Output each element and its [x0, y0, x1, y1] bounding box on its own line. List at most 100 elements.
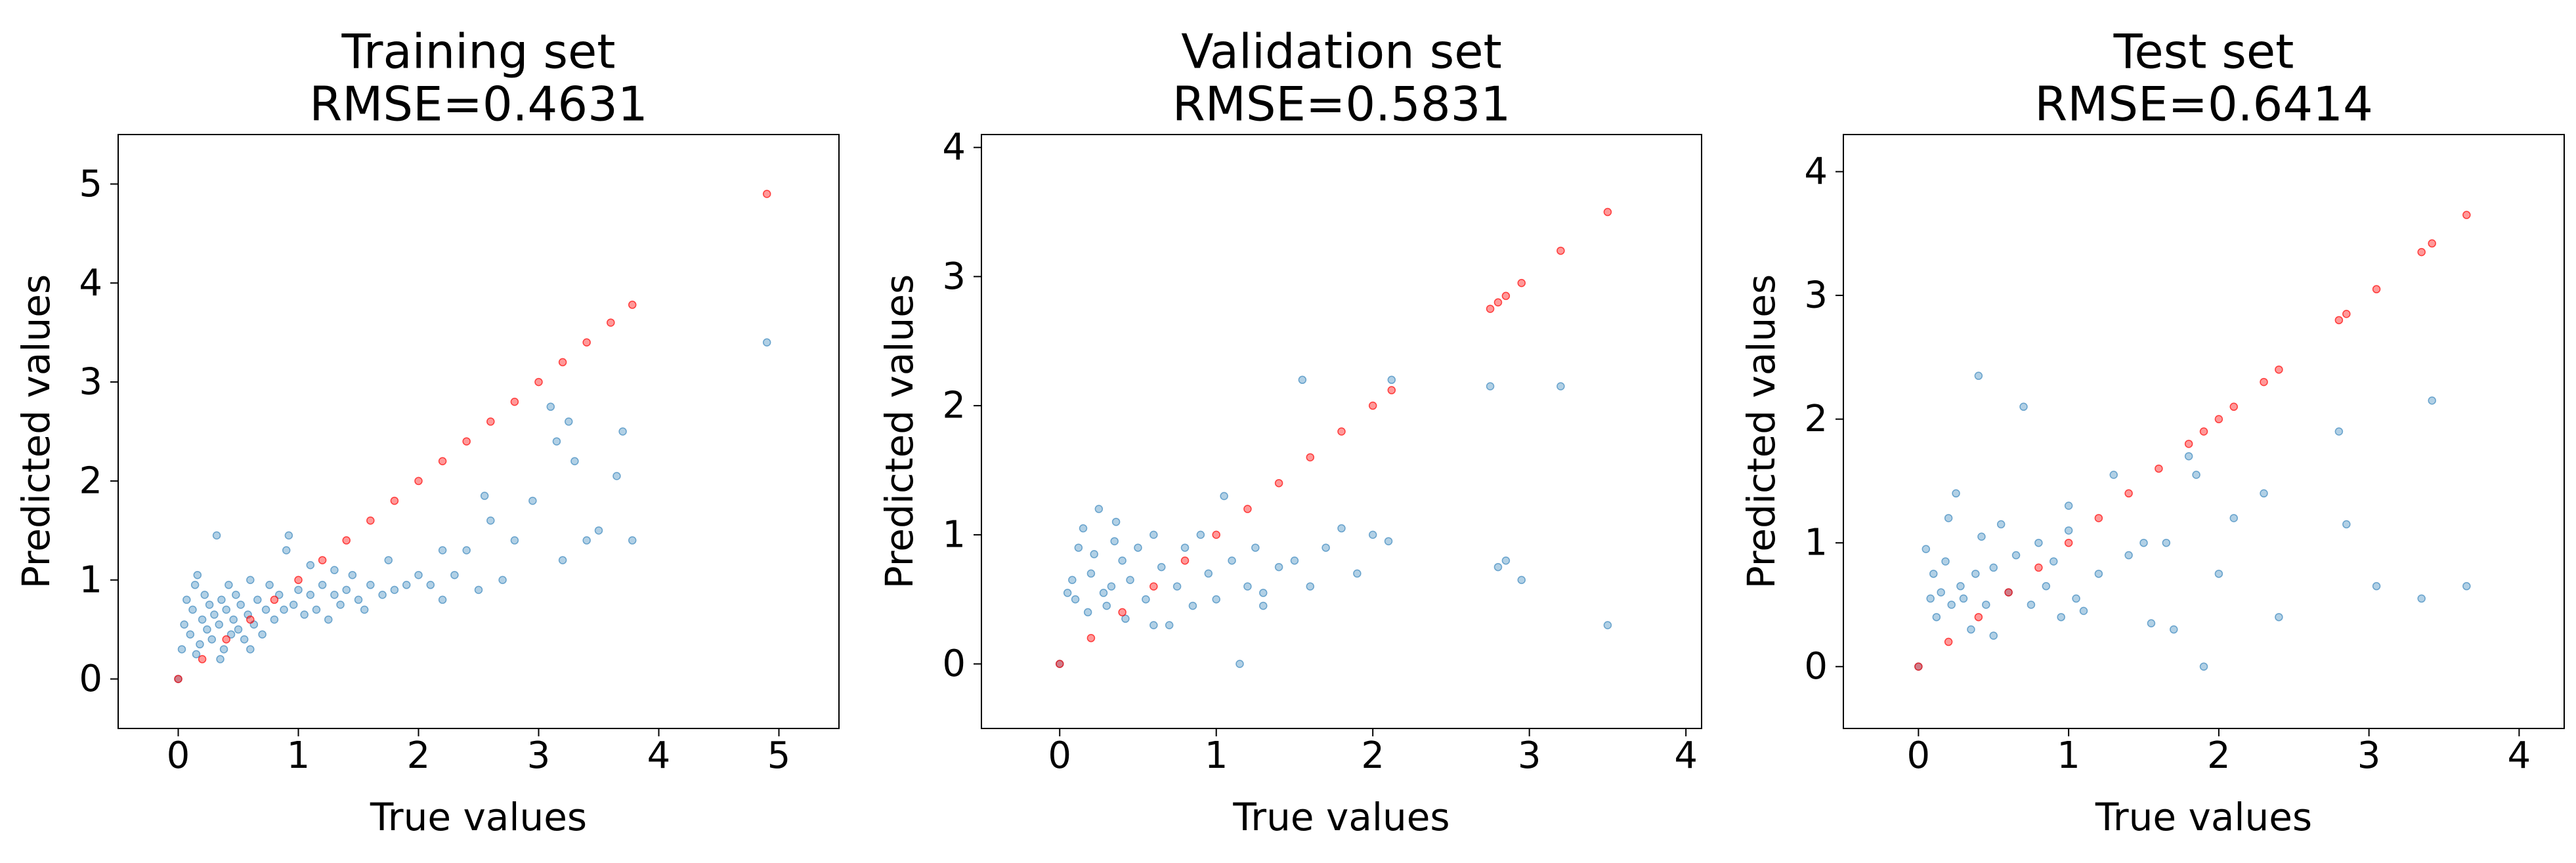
chart-title: Training set — [341, 24, 615, 79]
predicted-point — [2057, 613, 2065, 621]
predicted-point — [1134, 543, 1142, 552]
x-tick-label: 3 — [2357, 734, 2381, 777]
identity-point — [270, 595, 279, 604]
predicted-point — [318, 581, 327, 589]
x-tick-label: 2 — [1361, 734, 1385, 777]
predicted-point — [294, 585, 303, 595]
predicted-point — [2342, 520, 2351, 529]
predicted-point — [1967, 625, 1975, 634]
predicted-point — [196, 640, 204, 649]
identity-point — [174, 675, 182, 683]
y-tick-label: 1 — [942, 513, 966, 556]
predicted-point — [2011, 551, 2021, 560]
y-tick-label: 1 — [1804, 522, 1828, 564]
identity-point — [486, 417, 495, 426]
predicted-point — [274, 591, 284, 599]
predicted-point — [1977, 532, 1986, 541]
predicted-point — [474, 585, 483, 595]
identity-point — [2372, 285, 2381, 293]
predicted-point — [300, 610, 309, 619]
predicted-point — [1259, 601, 1268, 610]
identity-point — [2275, 365, 2283, 374]
predicted-point — [2428, 396, 2436, 405]
predicted-point — [215, 620, 223, 629]
predicted-point — [1556, 382, 1565, 390]
predicted-point — [2019, 402, 2028, 411]
identity-point — [1974, 613, 1983, 621]
predicted-point — [2170, 625, 2178, 634]
predicted-point — [510, 536, 519, 545]
identity-point — [222, 635, 230, 644]
y-tick-label: 4 — [1804, 150, 1828, 193]
predicted-point — [480, 492, 489, 500]
identity-point — [1243, 505, 1252, 513]
identity-point — [2004, 588, 2013, 597]
predicted-point — [360, 605, 369, 614]
predicted-point — [438, 595, 447, 604]
plot-frame — [1843, 134, 2565, 729]
identity-point — [582, 338, 591, 347]
predicted-point — [190, 581, 200, 589]
identity-point — [294, 576, 303, 584]
chart-subtitle: RMSE=0.5831 — [1172, 77, 1511, 132]
identity-point — [2155, 464, 2163, 473]
predicted-point — [1110, 537, 1119, 545]
x-tick-label: 2 — [2207, 734, 2231, 777]
identity-point — [2342, 310, 2351, 318]
predicted-point — [330, 566, 339, 574]
identity-point — [1387, 386, 1396, 394]
identity-point — [1337, 427, 1346, 436]
predicted-point — [1235, 660, 1244, 668]
predicted-point — [312, 605, 321, 614]
identity-point — [318, 556, 327, 564]
predicted-point — [1180, 543, 1190, 552]
identity-point — [1486, 305, 1495, 313]
predicted-point — [762, 338, 771, 347]
predicted-point — [246, 576, 255, 584]
predicted-point — [1384, 537, 1393, 545]
predicted-point — [198, 615, 207, 624]
identity-point — [1274, 478, 1283, 488]
x-tick-label: 4 — [647, 734, 671, 777]
predicted-point — [1517, 576, 1526, 584]
predicted-point — [336, 600, 345, 609]
predicted-point — [1188, 601, 1197, 610]
predicted-point — [1952, 489, 1960, 498]
predicted-point — [1068, 576, 1077, 584]
plot-frame — [118, 134, 840, 729]
predicted-point — [1971, 570, 1980, 578]
predicted-point — [330, 591, 339, 599]
identity-point — [1493, 298, 1503, 307]
predicted-point — [219, 645, 228, 654]
predicted-point — [1989, 563, 1998, 572]
predicted-point — [2124, 551, 2133, 560]
predicted-point — [1947, 600, 1956, 609]
predicted-point — [594, 526, 603, 535]
predicted-point — [234, 625, 243, 634]
predicted-point — [612, 472, 621, 480]
predicted-point — [1099, 589, 1108, 597]
x-tick-label: 1 — [1205, 734, 1228, 777]
predicted-point — [1204, 569, 1213, 578]
identity-point — [2428, 239, 2436, 248]
predicted-point — [2334, 427, 2344, 436]
identity-point — [1517, 279, 1526, 287]
predicted-point — [1196, 530, 1205, 539]
predicted-point — [217, 595, 226, 604]
x-tick-label: 4 — [1674, 734, 1698, 777]
predicted-point — [528, 496, 537, 505]
predicted-point — [1337, 524, 1346, 533]
identity-point — [366, 516, 375, 525]
identity-point — [2229, 402, 2238, 411]
predicted-point — [1929, 570, 1938, 578]
x-tick-label: 0 — [167, 734, 190, 777]
predicted-point — [2462, 581, 2471, 591]
predicted-point — [1074, 543, 1083, 552]
predicted-point — [498, 576, 507, 584]
predicted-point — [1063, 589, 1072, 597]
y-tick-label: 0 — [1804, 645, 1828, 688]
predicted-point — [2260, 489, 2268, 498]
predicted-point — [1086, 569, 1096, 578]
